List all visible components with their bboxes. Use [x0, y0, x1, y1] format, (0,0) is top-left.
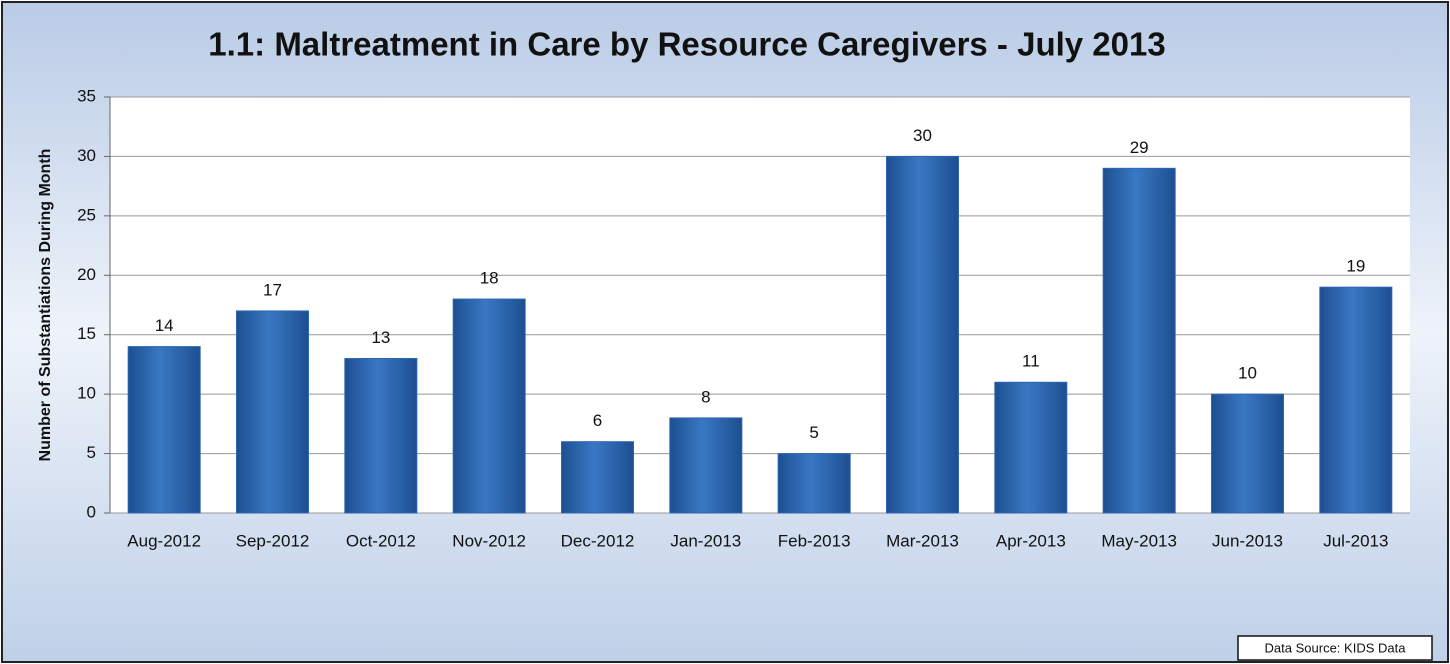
bar [236, 310, 309, 514]
plot-area [110, 97, 1410, 513]
x-tick-label: Jan-2013 [670, 531, 741, 550]
y-tick-label: 10 [77, 384, 96, 403]
bar [344, 357, 418, 514]
data-label: 19 [1346, 257, 1365, 276]
x-tick-label: Dec-2012 [561, 531, 635, 550]
data-label: 10 [1238, 364, 1257, 383]
bar [1319, 286, 1393, 514]
bar [127, 346, 201, 514]
x-tick-label: Nov-2012 [452, 531, 526, 550]
data-label: 29 [1130, 138, 1149, 157]
data-label: 17 [263, 280, 282, 299]
x-tick-label: Jul-2013 [1323, 531, 1388, 550]
data-label: 18 [480, 269, 499, 288]
annotation: Data Source: KIDS Data [1265, 640, 1407, 655]
bar [777, 453, 851, 514]
bar [994, 381, 1068, 514]
y-tick-label: 5 [87, 443, 96, 462]
data-label: 13 [371, 328, 390, 347]
chart-title: 1.1: Maltreatment in Care by Resource Ca… [208, 26, 1165, 63]
annotation-box [1237, 635, 1433, 661]
y-tick-label: 0 [87, 502, 96, 521]
data-label: 8 [701, 387, 710, 406]
y-tick-label: 30 [77, 146, 96, 165]
x-tick-label: Apr-2013 [996, 531, 1066, 550]
x-tick-label: Oct-2012 [346, 531, 416, 550]
data-label: 30 [913, 126, 932, 145]
bar [669, 417, 743, 514]
y-tick-label: 35 [77, 86, 96, 105]
y-tick-label: 15 [77, 324, 96, 343]
bar [1211, 393, 1284, 514]
x-tick-label: Mar-2013 [886, 531, 959, 550]
y-tick-label: 25 [77, 205, 96, 224]
bar [452, 298, 526, 514]
x-tick-label: Aug-2012 [127, 531, 201, 550]
x-tick-label: May-2013 [1101, 531, 1177, 550]
bar [886, 155, 959, 514]
x-tick-label: Sep-2012 [236, 531, 310, 550]
x-tick-label: Feb-2013 [778, 531, 851, 550]
y-tick-label: 20 [77, 265, 96, 284]
bar [561, 441, 634, 514]
data-label: 11 [1022, 352, 1040, 371]
x-tick-label: Jun-2013 [1212, 531, 1283, 550]
data-label: 5 [809, 423, 818, 442]
data-label: 6 [593, 411, 602, 430]
bar [1102, 167, 1176, 514]
y-axis-label: Number of Substantiations During Month [37, 149, 54, 462]
data-label: 14 [155, 316, 174, 335]
